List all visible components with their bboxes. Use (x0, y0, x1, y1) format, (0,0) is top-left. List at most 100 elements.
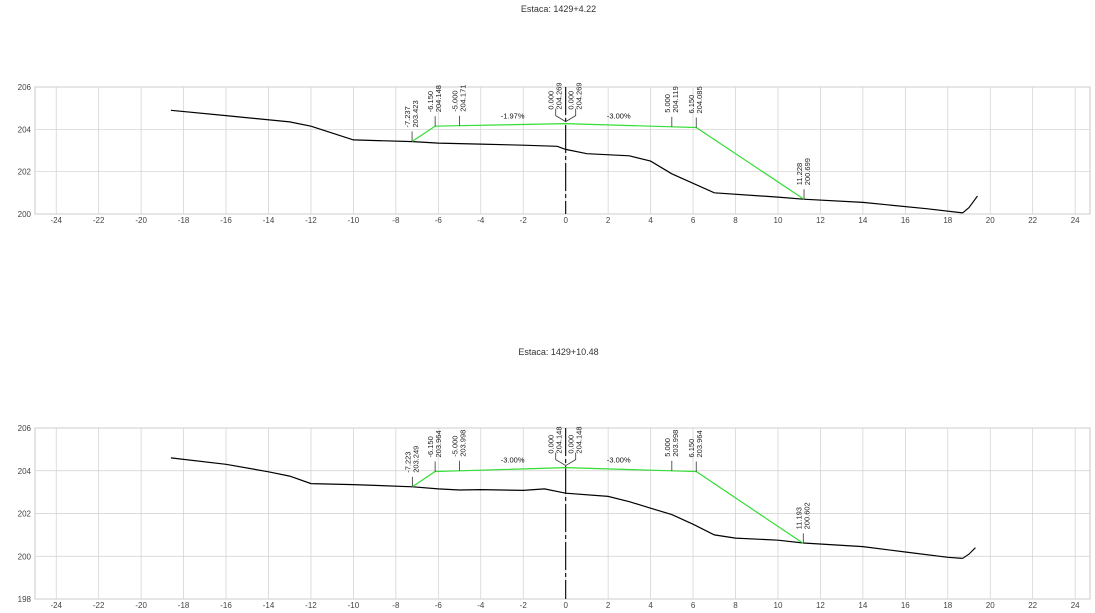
point-elevation-label: 200.699 (803, 158, 812, 185)
slope-label: -3.00% (607, 112, 631, 121)
slope-label: -3.00% (501, 456, 525, 465)
point-offset-label: 6.150 (687, 439, 696, 458)
y-tick-label: 198 (18, 595, 32, 604)
terrain-profile-line (170, 457, 963, 559)
point-elevation-label: 203.423 (411, 100, 420, 127)
point-offset-label: 0.000 (567, 435, 576, 454)
x-tick-label: 22 (1028, 216, 1037, 225)
x-tick-label: 12 (816, 601, 825, 610)
terrain-tail-line (962, 547, 976, 559)
label-leader-line (555, 452, 566, 466)
y-tick-label: 204 (18, 125, 32, 134)
point-elevation-label: 204.148 (555, 426, 564, 453)
y-tick-label: 206 (18, 83, 32, 92)
x-tick-label: 8 (733, 601, 738, 610)
x-tick-label: -10 (348, 601, 360, 610)
terrain-profile-line (170, 109, 963, 214)
slope-label: -1.97% (501, 112, 525, 121)
point-offset-label: -5.000 (451, 436, 460, 457)
point-offset-label: 0.000 (547, 435, 556, 454)
x-tick-label: 8 (733, 216, 738, 225)
point-offset-label: -5.000 (451, 90, 460, 111)
x-tick-label: 16 (901, 216, 910, 225)
x-tick-label: -24 (50, 216, 62, 225)
point-offset-label: 11.193 (794, 507, 803, 529)
x-tick-label: -10 (348, 216, 360, 225)
point-elevation-label: 203.998 (671, 430, 680, 457)
x-tick-label: -14 (263, 216, 275, 225)
x-tick-label: 6 (691, 601, 696, 610)
x-tick-label: 18 (943, 216, 952, 225)
section-title: Estaca: 1429+4.22 (521, 4, 596, 14)
point-elevation-label: 203.964 (434, 430, 443, 457)
x-tick-label: 0 (563, 601, 568, 610)
x-tick-label: -20 (135, 216, 147, 225)
y-tick-label: 206 (18, 424, 32, 433)
point-elevation-label: 200.602 (802, 502, 811, 529)
point-elevation-label: 204.148 (575, 426, 584, 453)
x-tick-label: 4 (648, 601, 653, 610)
x-tick-label: 12 (816, 216, 825, 225)
point-elevation-label: 204.148 (434, 85, 443, 112)
x-tick-label: 10 (774, 216, 783, 225)
y-tick-label: 204 (18, 467, 32, 476)
x-tick-label: -4 (477, 601, 485, 610)
x-tick-label: -22 (93, 601, 105, 610)
x-tick-label: 22 (1028, 601, 1037, 610)
x-tick-label: -12 (305, 601, 317, 610)
slope-label: -3.00% (607, 456, 631, 465)
point-offset-label: 5.000 (663, 94, 672, 113)
point-elevation-label: 203.249 (411, 446, 420, 473)
label-leader-line (565, 452, 577, 466)
point-elevation-label: 204.085 (695, 86, 704, 113)
point-offset-label: -6.150 (426, 436, 435, 457)
terrain-tail-line (962, 195, 978, 214)
point-offset-label: 0.000 (567, 91, 576, 110)
x-tick-label: 2 (606, 601, 611, 610)
label-leader-line (565, 108, 577, 122)
y-tick-label: 202 (18, 510, 32, 519)
label-leader-line (555, 108, 566, 122)
point-elevation-label: 204.119 (671, 86, 680, 113)
point-offset-label: -7.237 (403, 106, 412, 127)
x-tick-label: -20 (135, 601, 147, 610)
x-tick-label: 16 (901, 601, 910, 610)
x-tick-label: -16 (220, 216, 232, 225)
x-tick-label: -16 (220, 601, 232, 610)
x-tick-label: -6 (435, 601, 443, 610)
x-tick-label: -2 (520, 601, 528, 610)
section-panel-2: Estaca: 1429+10.48-24 -22 -20 -18 -16 -14 -12-… (18, 347, 1091, 610)
x-tick-label: -6 (435, 216, 443, 225)
section-title: Estaca: 1429+10.48 (518, 347, 598, 357)
x-tick-label: -12 (305, 216, 317, 225)
x-tick-label: 14 (858, 216, 867, 225)
x-tick-label: 24 (1071, 601, 1080, 610)
point-offset-label: -7.223 (403, 452, 412, 473)
section-panel-1: Estaca: 1429+4.22-24 -22 -20 -18 -16 -14 -12 -1… (18, 4, 1091, 225)
x-tick-label: -22 (93, 216, 105, 225)
x-tick-label: 10 (774, 601, 783, 610)
x-tick-label: 0 (563, 216, 568, 225)
x-tick-label: 2 (606, 216, 611, 225)
point-offset-label: 0.000 (547, 91, 556, 110)
x-tick-label: 18 (943, 601, 952, 610)
x-tick-label: 24 (1071, 216, 1080, 225)
x-tick-label: -18 (178, 216, 190, 225)
point-offset-label: 6.150 (687, 95, 696, 114)
x-tick-label: -2 (520, 216, 528, 225)
x-tick-label: -24 (50, 601, 62, 610)
point-elevation-label: 204.171 (459, 85, 468, 112)
x-tick-label: -14 (263, 601, 275, 610)
point-offset-label: 5.000 (663, 438, 672, 457)
x-tick-label: 14 (858, 601, 867, 610)
point-elevation-label: 204.269 (555, 82, 564, 109)
x-tick-label: 20 (986, 601, 995, 610)
y-tick-label: 200 (18, 210, 32, 219)
x-tick-label: 6 (691, 216, 696, 225)
x-tick-label: -4 (477, 216, 485, 225)
x-tick-label: 4 (648, 216, 653, 225)
x-tick-label: 20 (986, 216, 995, 225)
point-elevation-label: 203.964 (695, 430, 704, 457)
y-tick-label: 202 (18, 168, 32, 177)
